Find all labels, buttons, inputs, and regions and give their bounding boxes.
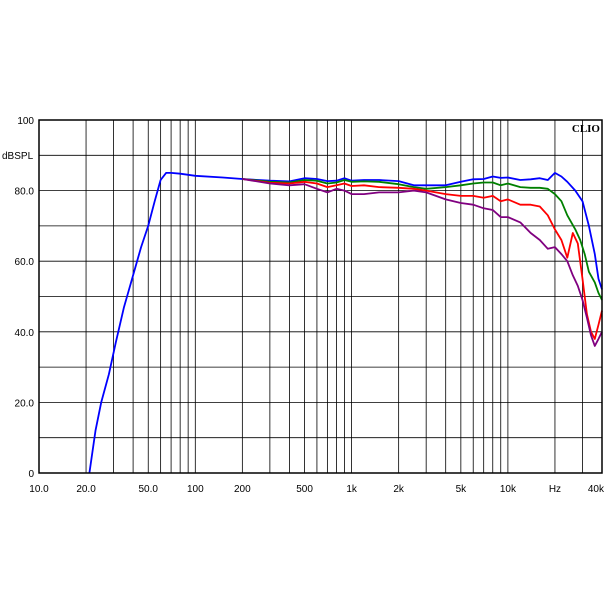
x-tick-label: 1k [346,484,358,495]
x-tick-label: 5k [456,484,468,495]
y-tick-label: 80.0 [15,187,35,198]
y-tick-label: 40.0 [15,328,35,339]
x-tick-label: Hz [549,484,561,495]
series-line-2 [242,178,603,301]
x-tick-label: 50.0 [139,484,159,495]
x-tick-label: 40k [588,484,605,495]
x-tick-label: 100 [187,484,204,495]
x-tick-label: 10k [500,484,517,495]
y-tick-label: 100 [17,116,34,127]
brand-label: CLIO [572,123,601,135]
y-tick-label: 0 [28,469,34,480]
x-tick-label: 20.0 [76,484,96,495]
x-tick-label: 10.0 [29,484,49,495]
x-tick-label: 500 [296,484,313,495]
series-line-4 [242,178,603,347]
x-tick-label: 2k [393,484,405,495]
y-axis-tick-labels: 0 20.0 40.0 60.0 80.0 100 [15,116,35,480]
plot-frame [38,119,603,474]
series-line-1 [88,172,603,474]
x-tick-label: 200 [234,484,251,495]
series-group [88,172,603,474]
y-axis-label: dBSPL [2,151,34,162]
y-tick-label: 20.0 [15,398,35,409]
x-axis-tick-labels: 10.0 20.0 50.0 100 200 500 1k 2k 5k 10k Hz 40k [29,484,605,495]
series-line-3 [242,178,603,340]
y-tick-label: 60.0 [15,257,35,268]
